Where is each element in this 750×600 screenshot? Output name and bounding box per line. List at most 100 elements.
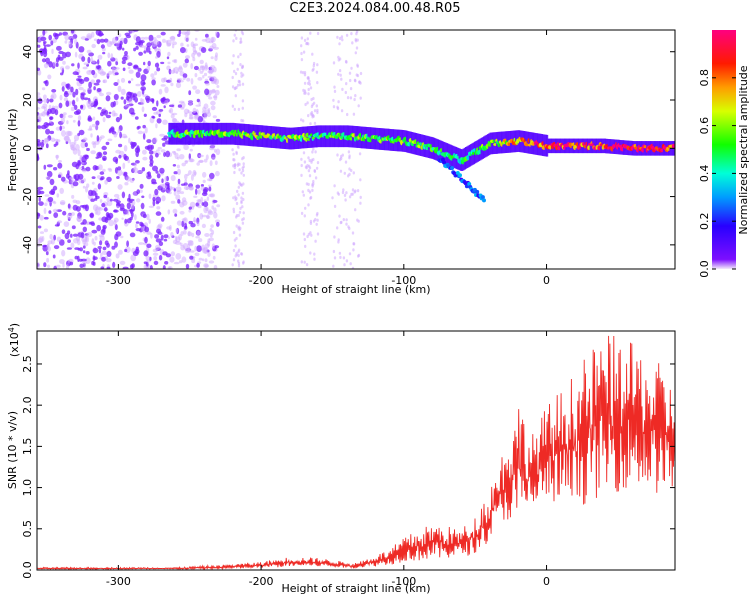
noise-dot [165, 150, 171, 158]
noise-dot [140, 97, 143, 104]
y-tick-label: 0.0 [21, 561, 34, 579]
noise-dot [184, 222, 187, 229]
noise-dot [186, 77, 191, 82]
noise-dot [46, 257, 50, 263]
noise-dot [49, 98, 54, 103]
y-tick-label: 2.0 [21, 396, 34, 414]
ridge-halo [323, 125, 326, 148]
noise-dot [43, 63, 49, 69]
noise-dot [102, 168, 106, 173]
noise-dot [137, 67, 142, 72]
noise-dot [159, 167, 165, 174]
noise-dot [172, 67, 176, 74]
noise-dot [77, 62, 80, 69]
noise-dot [210, 105, 216, 111]
noise-dot [39, 215, 44, 221]
noise-dot [97, 54, 103, 60]
noise-dot [309, 195, 313, 200]
noise-dot [38, 236, 44, 243]
noise-dot [121, 60, 126, 65]
noise-dot [79, 247, 83, 252]
noise-dot [177, 104, 182, 108]
noise-dot [348, 154, 351, 158]
noise-dot [145, 266, 149, 269]
x-tick-label: -300 [106, 575, 131, 588]
noise-dot [231, 61, 234, 65]
noise-dot [195, 236, 200, 239]
noise-dot [128, 193, 131, 201]
noise-dot [337, 55, 340, 59]
noise-dot [357, 104, 360, 108]
noise-dot [97, 59, 100, 65]
noise-dot [241, 221, 245, 225]
noise-dot [62, 52, 67, 59]
y-tick-label: -40 [21, 236, 34, 254]
colorbar-tick-label: 0.2 [698, 212, 711, 230]
noise-dot [105, 258, 112, 263]
noise-dot [122, 266, 129, 269]
noise-dot [146, 261, 149, 267]
noise-dot [139, 183, 144, 189]
noise-dot [314, 239, 317, 243]
noise-dot [237, 79, 240, 83]
noise-dot [82, 169, 87, 173]
noise-dot [126, 240, 129, 247]
noise-dot [128, 98, 133, 105]
noise-dot [181, 183, 186, 186]
noise-dot [125, 176, 131, 182]
noise-dot [120, 77, 126, 83]
noise-dot [201, 258, 205, 262]
noise-dot [48, 119, 52, 124]
noise-dot [160, 84, 166, 87]
noise-dot [61, 86, 65, 92]
noise-dot [44, 79, 49, 87]
noise-dot [309, 122, 312, 126]
noise-dot [62, 112, 67, 116]
noise-dot [210, 65, 216, 69]
noise-dot [240, 196, 243, 200]
noise-dot [151, 106, 158, 111]
noise-dot [204, 64, 209, 71]
noise-dot [124, 51, 128, 56]
noise-dot [205, 37, 211, 44]
noise-dot [152, 199, 156, 207]
noise-dot [175, 82, 182, 89]
noise-dot [188, 158, 194, 163]
noise-dot [311, 103, 314, 107]
noise-dot [337, 100, 340, 104]
noise-dot [232, 207, 235, 211]
noise-dot [97, 183, 102, 190]
noise-dot [123, 153, 127, 160]
noise-dot [348, 167, 351, 171]
noise-dot [359, 201, 362, 205]
noise-dot [72, 181, 79, 187]
noise-dot [231, 148, 234, 152]
noise-dot [169, 104, 175, 108]
noise-dot [58, 102, 63, 109]
noise-dot [312, 96, 315, 101]
noise-dot [304, 206, 307, 210]
noise-dot [90, 198, 95, 202]
noise-dot [211, 205, 214, 210]
noise-dot [200, 196, 204, 203]
noise-dot [63, 135, 70, 141]
noise-dot [242, 162, 245, 166]
noise-dot [240, 199, 243, 203]
noise-dot [115, 231, 122, 237]
noise-dot [234, 254, 237, 258]
noise-dot [145, 173, 149, 177]
noise-dot [300, 118, 303, 122]
noise-dot [197, 52, 201, 58]
noise-dot [102, 71, 106, 75]
noise-dot [72, 199, 78, 203]
noise-dot [86, 100, 91, 108]
noise-dot [209, 228, 213, 232]
noise-dot [356, 64, 359, 68]
noise-dot [130, 254, 137, 262]
noise-dot [67, 203, 71, 209]
noise-dot [43, 94, 47, 100]
noise-dot [37, 69, 42, 76]
noise-dot [183, 144, 189, 151]
noise-dot [233, 158, 236, 162]
noise-dot [119, 131, 122, 139]
